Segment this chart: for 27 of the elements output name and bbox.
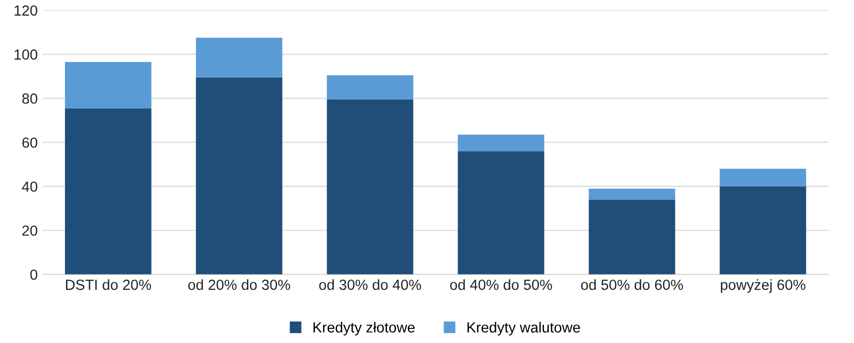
bar [720, 186, 806, 274]
bar [64, 62, 152, 108]
legend-label: Kredyty złotowe [314, 322, 415, 336]
y-tick-label: 0 [30, 270, 38, 280]
y-tick-label: 60 [22, 137, 38, 148]
x-tick-label: od 40% do 50% [450, 279, 552, 290]
x-tick-label: DSTI do 20% [66, 279, 152, 290]
x-tick-label: powyżej 60% [720, 279, 806, 293]
y-tick-label: 40 [22, 181, 38, 192]
bar [196, 38, 282, 78]
y-tick-label: 120 [14, 5, 38, 16]
bar [720, 168, 806, 186]
y-tick-label: 80 [22, 93, 38, 104]
bar [588, 200, 676, 274]
bar [326, 99, 414, 274]
bar [458, 134, 544, 152]
x-tick-label: od 20% do 30% [188, 279, 290, 290]
bar [588, 188, 676, 200]
bar [458, 151, 544, 274]
legend-label: Kredyty walutowe [468, 322, 580, 336]
y-tick-label: 100 [14, 49, 38, 60]
y-tick-label: 20 [22, 225, 38, 236]
bar [196, 77, 282, 274]
x-tick-label: od 50% do 60% [581, 279, 683, 290]
x-tick-label: od 30% do 40% [319, 279, 422, 290]
bar [326, 75, 414, 100]
bar [64, 108, 152, 274]
